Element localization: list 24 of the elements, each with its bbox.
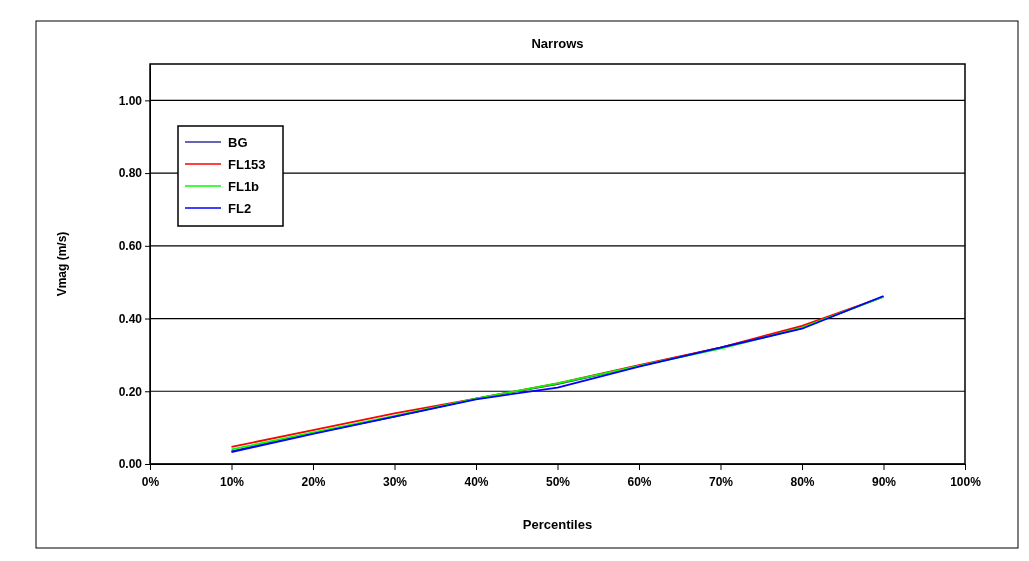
legend-label: FL1b — [228, 179, 260, 194]
chart-title: Narrows — [531, 36, 584, 51]
y-tick-label: 0.40 — [118, 311, 143, 326]
legend-label: BG — [228, 135, 248, 150]
y-axis-title: Vmag (m/s) — [55, 231, 69, 297]
legend-label: FL2 — [228, 201, 252, 216]
x-tick-label: 50% — [545, 475, 571, 490]
x-tick-label: 0% — [141, 475, 160, 490]
x-tick-label: 60% — [627, 475, 652, 490]
y-tick-label: 0.00 — [118, 457, 143, 472]
y-tick-label: 0.60 — [118, 239, 143, 254]
legend-label: FL153 — [228, 157, 266, 172]
x-tick-label: 40% — [464, 475, 489, 490]
y-tick-label: 0.20 — [118, 384, 143, 399]
x-tick-label: 90% — [871, 475, 897, 490]
y-tick-label: 1.00 — [118, 93, 143, 108]
x-tick-label: 20% — [301, 475, 326, 490]
x-tick-label: 10% — [219, 475, 245, 490]
x-tick-label: 30% — [382, 475, 408, 490]
x-tick-label: 70% — [708, 475, 734, 490]
x-tick-label: 80% — [790, 475, 815, 490]
y-tick-label: 0.80 — [118, 166, 143, 181]
x-tick-label: 100% — [950, 475, 982, 490]
x-axis-title: Percentiles — [522, 517, 593, 532]
